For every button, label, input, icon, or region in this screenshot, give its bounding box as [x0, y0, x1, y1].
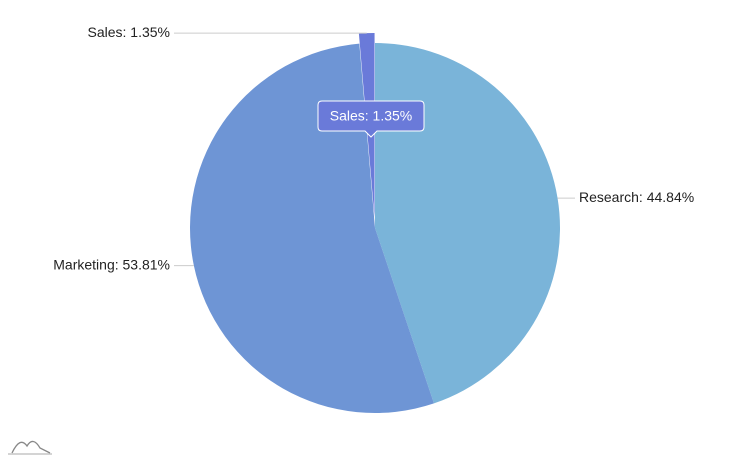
- tooltip-text: Sales: 1.35%: [330, 108, 413, 124]
- slice-label: Research: 44.84%: [579, 189, 694, 205]
- pie-slice: [190, 43, 434, 414]
- logo: [8, 440, 52, 455]
- pie-slice: [375, 43, 560, 404]
- slice-label: Marketing: 53.81%: [53, 256, 170, 272]
- tooltip: Sales: 1.35%: [317, 100, 425, 138]
- tooltip-box: [317, 100, 425, 138]
- slice-label: Sales: 1.35%: [88, 24, 171, 40]
